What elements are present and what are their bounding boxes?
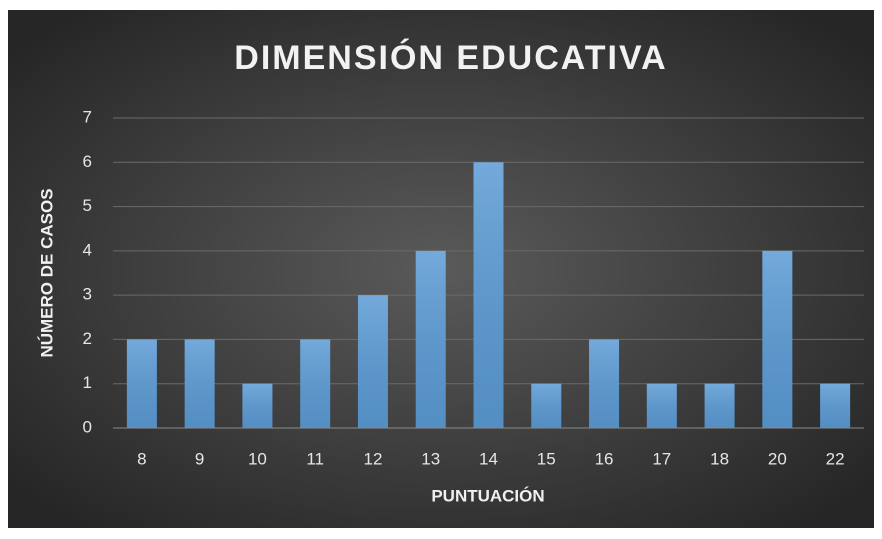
x-tick-label: 10 [248,449,267,468]
x-tick-label: 18 [710,449,729,468]
bar-shade [126,339,157,428]
y-tick-label: 2 [83,329,92,348]
y-tick-label: 6 [83,152,92,171]
x-tick-label: 17 [652,449,671,468]
bar-shade [473,162,504,429]
bar-shade [531,383,562,428]
x-tick-label: 16 [595,449,614,468]
bar-shade [646,383,677,428]
bar-shade [357,295,388,428]
y-tick-label: 5 [83,196,92,215]
y-tick-label: 0 [83,417,92,436]
y-tick-label: 3 [83,285,92,304]
bar-shade [415,250,446,428]
x-tick-label: 12 [364,449,383,468]
bar-shade [242,383,273,428]
chart-title: DIMENSIÓN EDUCATIVA [234,39,667,77]
bar-shade [589,339,620,428]
bar-shade [300,339,331,428]
bar-shade [704,383,735,428]
x-tick-label: 13 [421,449,440,468]
y-tick-label: 1 [83,373,92,392]
x-tick-label: 22 [826,449,845,468]
y-axis-title: NÚMERO DE CASOS [37,188,56,357]
x-axis-title: PUNTUACIÓN [431,486,544,505]
y-tick-label: 7 [83,107,92,126]
x-tick-label: 8 [137,449,146,468]
x-tick-label: 15 [537,449,556,468]
x-tick-label: 9 [195,449,204,468]
y-tick-label: 4 [83,240,92,259]
bar-shade [184,339,215,428]
x-tick-label: 14 [479,449,498,468]
bar-shade [820,383,851,428]
x-tick-label: 20 [768,449,787,468]
x-tick-label: 11 [306,449,324,468]
bar-shade [762,250,793,428]
